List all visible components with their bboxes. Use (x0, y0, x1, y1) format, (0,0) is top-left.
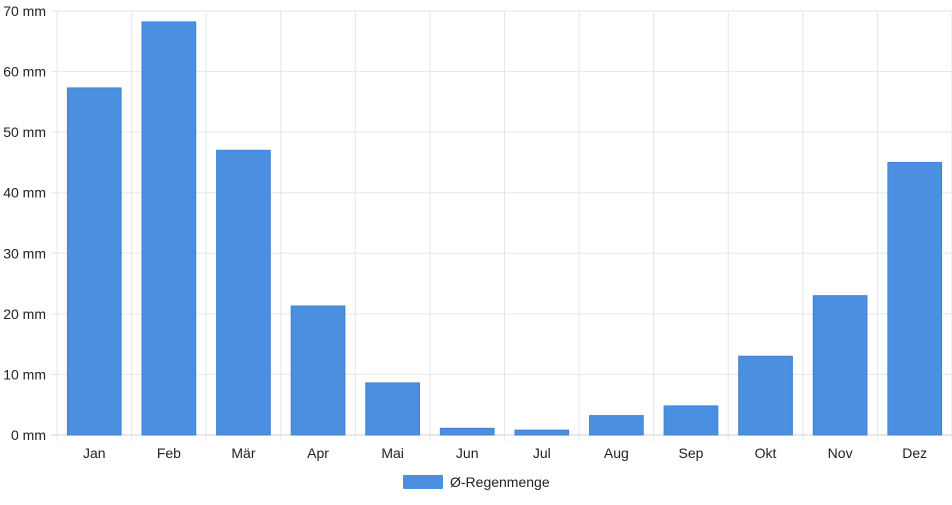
bar-sep[interactable] (663, 405, 719, 436)
bar-feb[interactable] (141, 21, 197, 436)
y-tick-label: 60 mm (3, 64, 46, 80)
x-tick-label: Mär (231, 445, 255, 461)
bar-okt[interactable] (738, 355, 793, 436)
y-tick-label: 30 mm (3, 245, 46, 261)
bars (66, 21, 943, 436)
x-tick-label: Jun (456, 445, 479, 461)
bar-aug[interactable] (589, 415, 644, 436)
x-tick-label: Jan (83, 445, 106, 461)
bar-jan[interactable] (66, 87, 122, 436)
x-tick-label: Mai (381, 445, 404, 461)
y-tick-label: 10 mm (3, 366, 46, 382)
x-tick-label: Okt (755, 445, 777, 461)
bar-mai[interactable] (365, 382, 420, 436)
y-tick-label: 70 mm (3, 3, 46, 19)
y-tick-label: 50 mm (3, 124, 46, 140)
bar-dez[interactable] (887, 161, 943, 436)
legend-label[interactable]: Ø-Regenmenge (450, 474, 550, 490)
x-tick-label: Apr (307, 445, 329, 461)
x-tick-label: Jul (533, 445, 551, 461)
x-tick-label: Dez (902, 445, 927, 461)
x-tick-label: Aug (604, 445, 629, 461)
legend-swatch[interactable] (403, 475, 443, 489)
x-tick-label: Sep (678, 445, 703, 461)
x-tick-label: Feb (157, 445, 181, 461)
legend[interactable]: Ø-Regenmenge (403, 474, 550, 490)
bar-mär[interactable] (216, 149, 271, 436)
x-tick-label: Nov (828, 445, 853, 461)
grid (51, 10, 952, 441)
y-tick-label: 0 mm (11, 427, 46, 443)
bar-apr[interactable] (290, 305, 346, 436)
x-axis-ticks: Jan Feb Mär Apr Mai Jun Jul Aug Sep Okt Nov Dez (83, 445, 927, 461)
bar-jun[interactable] (439, 427, 495, 436)
y-tick-label: 40 mm (3, 185, 46, 201)
y-tick-label: 20 mm (3, 306, 46, 322)
bar-nov[interactable] (812, 295, 868, 436)
y-axis-ticks: 0 mm 10 mm 20 mm 30 mm 40 mm 50 mm 60 mm 70 mm (3, 3, 46, 443)
bar-jul[interactable] (514, 429, 570, 436)
